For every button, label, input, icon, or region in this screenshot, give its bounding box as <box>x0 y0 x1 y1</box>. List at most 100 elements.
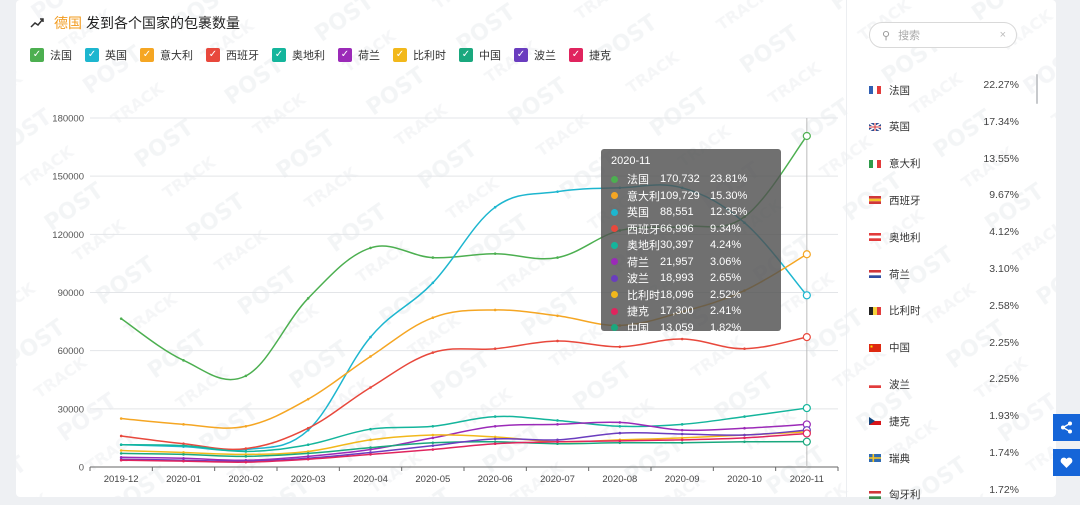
legend-item-中国[interactable]: ✓ 中国 <box>459 47 501 63</box>
data-point-法国[interactable] <box>802 131 811 141</box>
legend-item-波兰[interactable]: ✓ 波兰 <box>514 47 556 63</box>
data-point-英国[interactable] <box>306 428 310 432</box>
data-point-比利时[interactable] <box>182 451 185 454</box>
data-point-荷兰[interactable] <box>493 424 497 428</box>
legend-checkbox-icon[interactable]: ✓ <box>569 48 583 62</box>
data-point-奥地利[interactable] <box>618 424 622 428</box>
data-point-中国[interactable] <box>119 452 123 455</box>
data-point-荷兰[interactable] <box>556 423 559 426</box>
legend-item-英国[interactable]: ✓ 英国 <box>85 47 127 63</box>
data-point-西班牙[interactable] <box>743 347 746 351</box>
data-point-中国[interactable] <box>306 452 310 455</box>
data-point-法国[interactable] <box>306 297 310 300</box>
data-point-捷克[interactable] <box>802 429 811 438</box>
data-point-意大利[interactable] <box>369 355 372 358</box>
data-point-中国[interactable] <box>802 437 811 446</box>
country-item-瑞典[interactable]: 瑞典 1.74% <box>869 447 1019 468</box>
data-point-意大利[interactable] <box>306 397 310 401</box>
data-point-奥地利[interactable] <box>244 450 248 453</box>
data-point-西班牙[interactable] <box>306 426 310 430</box>
legend-checkbox-icon[interactable]: ✓ <box>338 48 352 62</box>
data-point-奥地利[interactable] <box>119 443 123 447</box>
data-point-法国[interactable] <box>369 246 372 250</box>
series-line-荷兰[interactable] <box>121 421 807 462</box>
data-point-法国[interactable] <box>556 256 559 259</box>
data-point-波兰[interactable] <box>618 431 622 435</box>
data-point-西班牙[interactable] <box>369 386 372 389</box>
series-line-西班牙[interactable] <box>121 336 807 451</box>
country-item-奥地利[interactable]: 奥地利 4.12% <box>869 226 1019 247</box>
data-point-中国[interactable] <box>680 441 684 445</box>
data-point-捷克[interactable] <box>369 453 372 456</box>
search-input[interactable]: ⚲ 搜索 × <box>869 22 1017 48</box>
data-point-西班牙[interactable] <box>431 351 435 354</box>
data-point-中国[interactable] <box>369 446 372 449</box>
like-button[interactable] <box>1053 449 1080 476</box>
data-point-法国[interactable] <box>182 359 185 362</box>
country-item-匈牙利[interactable]: 匈牙利 1.72% <box>869 484 1019 505</box>
data-point-波兰[interactable] <box>369 451 372 454</box>
data-point-捷克[interactable] <box>618 439 622 443</box>
share-button[interactable] <box>1053 414 1080 441</box>
data-point-荷兰[interactable] <box>182 456 185 460</box>
legend-checkbox-icon[interactable]: ✓ <box>140 48 154 62</box>
data-point-中国[interactable] <box>493 440 497 444</box>
legend-item-荷兰[interactable]: ✓ 荷兰 <box>338 47 380 63</box>
data-point-捷克[interactable] <box>182 459 185 463</box>
data-point-英国[interactable] <box>369 335 372 339</box>
legend-checkbox-icon[interactable]: ✓ <box>206 48 220 62</box>
data-point-奥地利[interactable] <box>182 444 185 447</box>
data-point-中国[interactable] <box>182 453 185 456</box>
data-point-捷克[interactable] <box>431 448 435 451</box>
country-item-捷克[interactable]: 捷克 1.93% <box>869 410 1019 431</box>
data-point-比利时[interactable] <box>369 438 372 442</box>
data-point-奥地利[interactable] <box>306 443 310 447</box>
data-point-中国[interactable] <box>244 455 248 458</box>
data-point-捷克[interactable] <box>306 457 310 461</box>
series-line-比利时[interactable] <box>121 431 807 456</box>
legend-item-奥地利[interactable]: ✓ 奥地利 <box>272 47 325 63</box>
data-point-荷兰[interactable] <box>306 455 310 458</box>
legend-checkbox-icon[interactable]: ✓ <box>85 48 99 62</box>
data-point-比利时[interactable] <box>680 436 684 440</box>
data-point-奥地利[interactable] <box>493 415 497 418</box>
data-point-比利时[interactable] <box>306 450 310 453</box>
data-point-比利时[interactable] <box>119 449 123 452</box>
legend-item-意大利[interactable]: ✓ 意大利 <box>140 47 193 63</box>
data-point-奥地利[interactable] <box>431 424 435 428</box>
data-point-中国[interactable] <box>556 442 559 446</box>
data-point-英国[interactable] <box>431 281 435 285</box>
legend-checkbox-icon[interactable]: ✓ <box>272 48 286 62</box>
data-point-奥地利[interactable] <box>369 427 372 431</box>
country-item-中国[interactable]: 中国 2.25% <box>869 337 1019 358</box>
data-point-捷克[interactable] <box>680 438 684 442</box>
data-point-奥地利[interactable] <box>556 419 559 422</box>
data-point-中国[interactable] <box>618 441 622 445</box>
legend-checkbox-icon[interactable]: ✓ <box>459 48 473 62</box>
data-point-意大利[interactable] <box>556 314 559 318</box>
data-point-波兰[interactable] <box>493 437 497 441</box>
country-item-波兰[interactable]: 波兰 2.25% <box>869 373 1019 394</box>
data-point-西班牙[interactable] <box>556 339 559 343</box>
data-point-荷兰[interactable] <box>119 456 123 459</box>
data-point-西班牙[interactable] <box>493 347 497 351</box>
data-point-捷克[interactable] <box>244 460 248 464</box>
data-point-意大利[interactable] <box>244 424 248 428</box>
country-item-比利时[interactable]: 比利时 2.58% <box>869 300 1019 321</box>
data-point-捷克[interactable] <box>556 440 559 444</box>
legend-item-比利时[interactable]: ✓ 比利时 <box>393 47 446 63</box>
legend-item-捷克[interactable]: ✓ 捷克 <box>569 47 611 63</box>
data-point-波兰[interactable] <box>556 438 559 442</box>
legend-item-西班牙[interactable]: ✓ 西班牙 <box>206 47 259 63</box>
data-point-波兰[interactable] <box>680 432 684 436</box>
data-point-奥地利[interactable] <box>680 423 684 426</box>
series-line-奥地利[interactable] <box>121 407 807 453</box>
data-point-中国[interactable] <box>431 441 435 445</box>
legend-checkbox-icon[interactable]: ✓ <box>393 48 407 62</box>
series-line-波兰[interactable] <box>121 429 807 463</box>
data-point-荷兰[interactable] <box>680 428 684 432</box>
data-point-英国[interactable] <box>493 205 497 209</box>
legend-checkbox-icon[interactable]: ✓ <box>30 48 44 62</box>
data-point-西班牙[interactable] <box>680 337 684 341</box>
data-point-意大利[interactable] <box>802 250 811 259</box>
